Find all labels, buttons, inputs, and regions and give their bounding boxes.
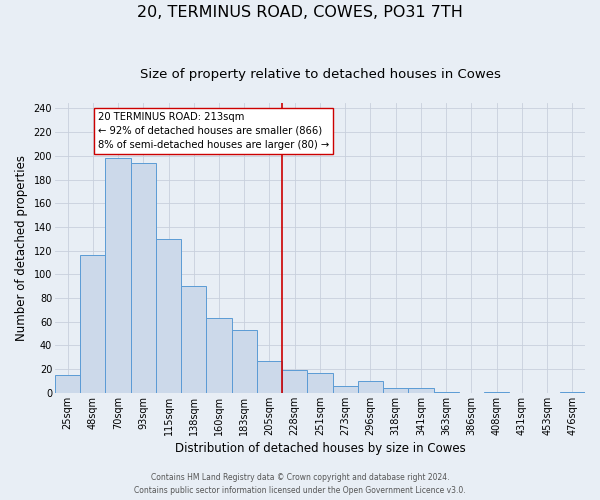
Y-axis label: Number of detached properties: Number of detached properties [15, 154, 28, 340]
X-axis label: Distribution of detached houses by size in Cowes: Distribution of detached houses by size … [175, 442, 466, 455]
Title: Size of property relative to detached houses in Cowes: Size of property relative to detached ho… [140, 68, 500, 80]
Bar [106, 158, 131, 393]
Bar [131, 163, 156, 393]
Bar [434, 392, 459, 393]
Bar [232, 330, 257, 393]
Bar [358, 381, 383, 393]
Bar [80, 256, 106, 393]
Bar [332, 386, 358, 393]
Bar [206, 318, 232, 393]
Bar [307, 373, 332, 393]
Bar [383, 388, 409, 393]
Bar [409, 388, 434, 393]
Bar [156, 239, 181, 393]
Text: 20, TERMINUS ROAD, COWES, PO31 7TH: 20, TERMINUS ROAD, COWES, PO31 7TH [137, 5, 463, 20]
Bar [181, 286, 206, 393]
Bar [560, 392, 585, 393]
Text: 20 TERMINUS ROAD: 213sqm
← 92% of detached houses are smaller (866)
8% of semi-d: 20 TERMINUS ROAD: 213sqm ← 92% of detach… [98, 112, 329, 150]
Bar [282, 370, 307, 393]
Bar [55, 375, 80, 393]
Bar [257, 361, 282, 393]
Text: Contains HM Land Registry data © Crown copyright and database right 2024.
Contai: Contains HM Land Registry data © Crown c… [134, 474, 466, 495]
Bar [484, 392, 509, 393]
